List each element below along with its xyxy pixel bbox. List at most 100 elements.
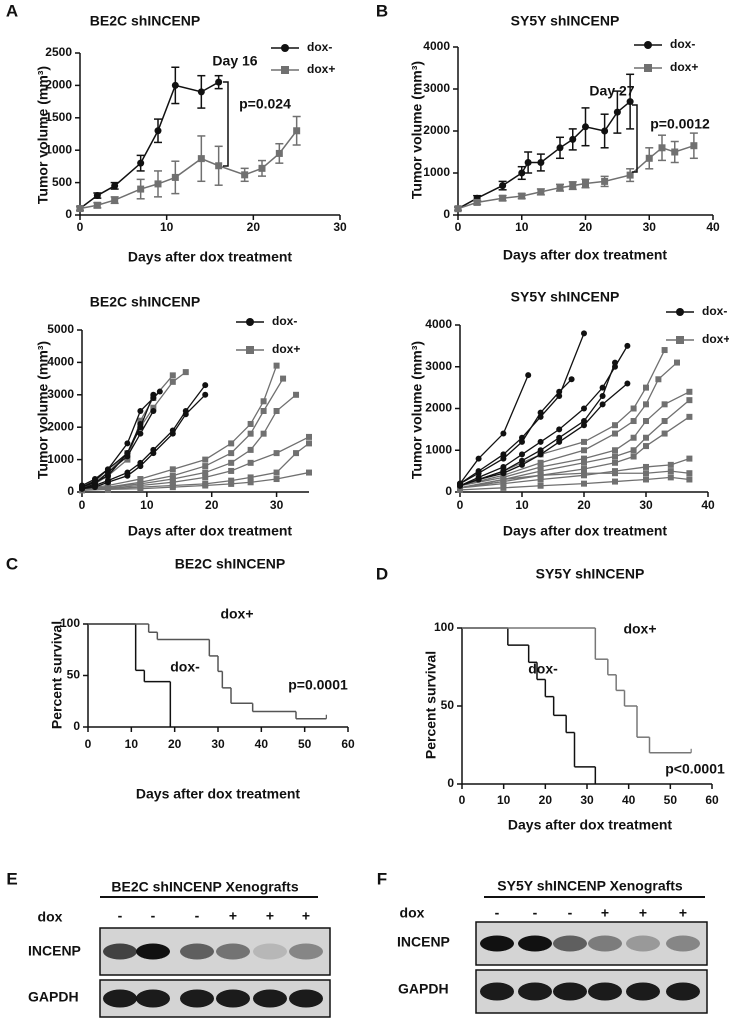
point bbox=[104, 479, 111, 486]
point bbox=[124, 472, 131, 479]
point bbox=[150, 408, 157, 414]
legend-marker bbox=[676, 336, 684, 344]
point bbox=[247, 459, 254, 466]
point bbox=[630, 418, 637, 425]
lane-sign: + bbox=[679, 905, 687, 921]
point bbox=[137, 408, 144, 414]
y-tick-label: 100 bbox=[434, 620, 454, 634]
point bbox=[686, 476, 693, 483]
point bbox=[280, 375, 287, 382]
x-tick-label: 0 bbox=[459, 793, 466, 807]
point bbox=[556, 144, 564, 152]
legend-marker bbox=[281, 44, 289, 52]
y-tick-label: 4000 bbox=[423, 39, 450, 53]
annotation: Day 16 bbox=[212, 53, 257, 69]
panel-label: D bbox=[376, 564, 388, 583]
point bbox=[556, 388, 563, 395]
point bbox=[537, 438, 544, 445]
point bbox=[124, 450, 131, 457]
lane-sign: - bbox=[495, 905, 500, 921]
legend-label: dox- bbox=[702, 304, 727, 318]
point bbox=[137, 463, 144, 470]
point bbox=[197, 155, 205, 163]
y-tick-label: 1000 bbox=[47, 452, 74, 466]
point bbox=[612, 430, 618, 437]
point bbox=[537, 459, 544, 466]
y-tick-label: 3000 bbox=[47, 387, 74, 401]
point bbox=[169, 378, 176, 385]
point bbox=[500, 451, 507, 458]
x-tick-label: 0 bbox=[455, 220, 462, 234]
point bbox=[569, 135, 577, 143]
point bbox=[556, 392, 563, 399]
point bbox=[674, 359, 680, 366]
point bbox=[643, 418, 649, 425]
band bbox=[216, 989, 250, 1008]
lane-sign: - bbox=[195, 908, 200, 924]
annotation: p=0.0001 bbox=[288, 677, 348, 693]
point bbox=[275, 149, 283, 157]
legend-marker bbox=[281, 66, 289, 74]
point bbox=[524, 159, 532, 166]
bracket bbox=[632, 104, 638, 173]
x-axis-label: Days after dox treatment bbox=[503, 523, 668, 539]
panel-label: C bbox=[6, 554, 18, 573]
point bbox=[612, 453, 618, 460]
point bbox=[169, 472, 176, 479]
band bbox=[136, 943, 170, 960]
panel-label: F bbox=[377, 869, 387, 888]
point bbox=[645, 154, 653, 162]
point bbox=[630, 405, 637, 412]
point bbox=[137, 159, 145, 167]
y-tick-label: 5000 bbox=[47, 322, 74, 336]
x-tick-label: 10 bbox=[125, 737, 139, 751]
x-tick-label: 40 bbox=[255, 737, 269, 751]
band bbox=[289, 943, 323, 960]
point bbox=[202, 469, 209, 476]
annotation: p<0.0001 bbox=[665, 761, 725, 777]
y-axis-label: Percent survival bbox=[49, 621, 65, 729]
point bbox=[202, 474, 209, 481]
point bbox=[137, 485, 144, 492]
x-tick-label: 10 bbox=[515, 220, 529, 234]
point bbox=[273, 450, 280, 457]
band bbox=[626, 982, 660, 1001]
point bbox=[228, 459, 235, 466]
y-tick-label: 2000 bbox=[47, 419, 74, 433]
legend-marker bbox=[246, 318, 254, 326]
point bbox=[519, 451, 525, 458]
annotation: dox+ bbox=[623, 621, 656, 637]
y-tick-label: 4000 bbox=[425, 317, 452, 331]
point bbox=[556, 434, 563, 441]
x-tick-label: 20 bbox=[579, 220, 593, 234]
point bbox=[137, 185, 145, 193]
point bbox=[519, 461, 525, 468]
band bbox=[480, 935, 514, 952]
point bbox=[500, 484, 507, 491]
point bbox=[197, 88, 205, 96]
point bbox=[169, 372, 176, 379]
x-tick-label: 30 bbox=[643, 220, 657, 234]
y-tick-label: 2000 bbox=[425, 401, 452, 415]
point bbox=[686, 397, 693, 404]
treatment-label: dox bbox=[400, 905, 425, 921]
point bbox=[661, 401, 668, 408]
point bbox=[582, 123, 589, 131]
point bbox=[518, 192, 526, 200]
point bbox=[581, 455, 587, 462]
point bbox=[202, 456, 209, 463]
point bbox=[124, 456, 131, 463]
band bbox=[480, 982, 514, 1001]
x-tick-label: 50 bbox=[664, 793, 678, 807]
point bbox=[93, 201, 101, 209]
series-line bbox=[457, 101, 631, 210]
y-tick-label: 0 bbox=[65, 207, 72, 221]
legend-marker bbox=[644, 41, 652, 49]
point bbox=[182, 369, 189, 376]
point bbox=[273, 362, 280, 369]
point bbox=[475, 470, 482, 477]
curve bbox=[459, 470, 690, 489]
x-tick-label: 40 bbox=[622, 793, 636, 807]
row-label: INCENP bbox=[397, 934, 450, 950]
band bbox=[253, 943, 287, 960]
